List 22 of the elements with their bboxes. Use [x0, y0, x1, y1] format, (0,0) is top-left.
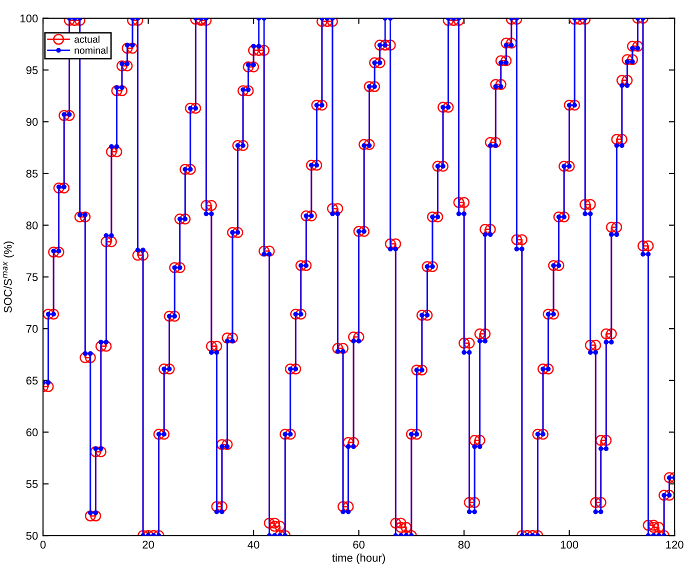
y-tick-label: 100 [20, 14, 38, 22]
y-tick-label: 55 [26, 480, 38, 488]
x-axis-title: time (hour) [332, 554, 385, 564]
x-tick-label: 0 [40, 540, 46, 549]
legend-label: nominal [74, 46, 108, 54]
legend-label: actual [74, 36, 100, 43]
y-tick-label: 50 [26, 532, 38, 540]
x-tick-label: 60 [353, 540, 365, 549]
y-axis-title: SOC/S$^{max}$ (%) [3, 241, 14, 313]
y-tick-label: 75 [26, 273, 38, 282]
y-tick-label: 85 [26, 170, 38, 178]
y-tick-label: 60 [26, 428, 38, 436]
x-tick-label: 40 [248, 540, 260, 549]
y-tick-label: 90 [26, 118, 38, 126]
x-tick-label: 20 [142, 540, 154, 549]
y-tick-label: 70 [26, 324, 38, 333]
y-tick-label: 95 [26, 66, 38, 74]
y-tick-label: 80 [26, 221, 38, 230]
x-tick-label: 80 [458, 540, 470, 549]
x-tick-label: 120 [666, 540, 684, 549]
x-tick-label: 100 [560, 540, 578, 549]
y-tick-label: 65 [26, 376, 38, 385]
